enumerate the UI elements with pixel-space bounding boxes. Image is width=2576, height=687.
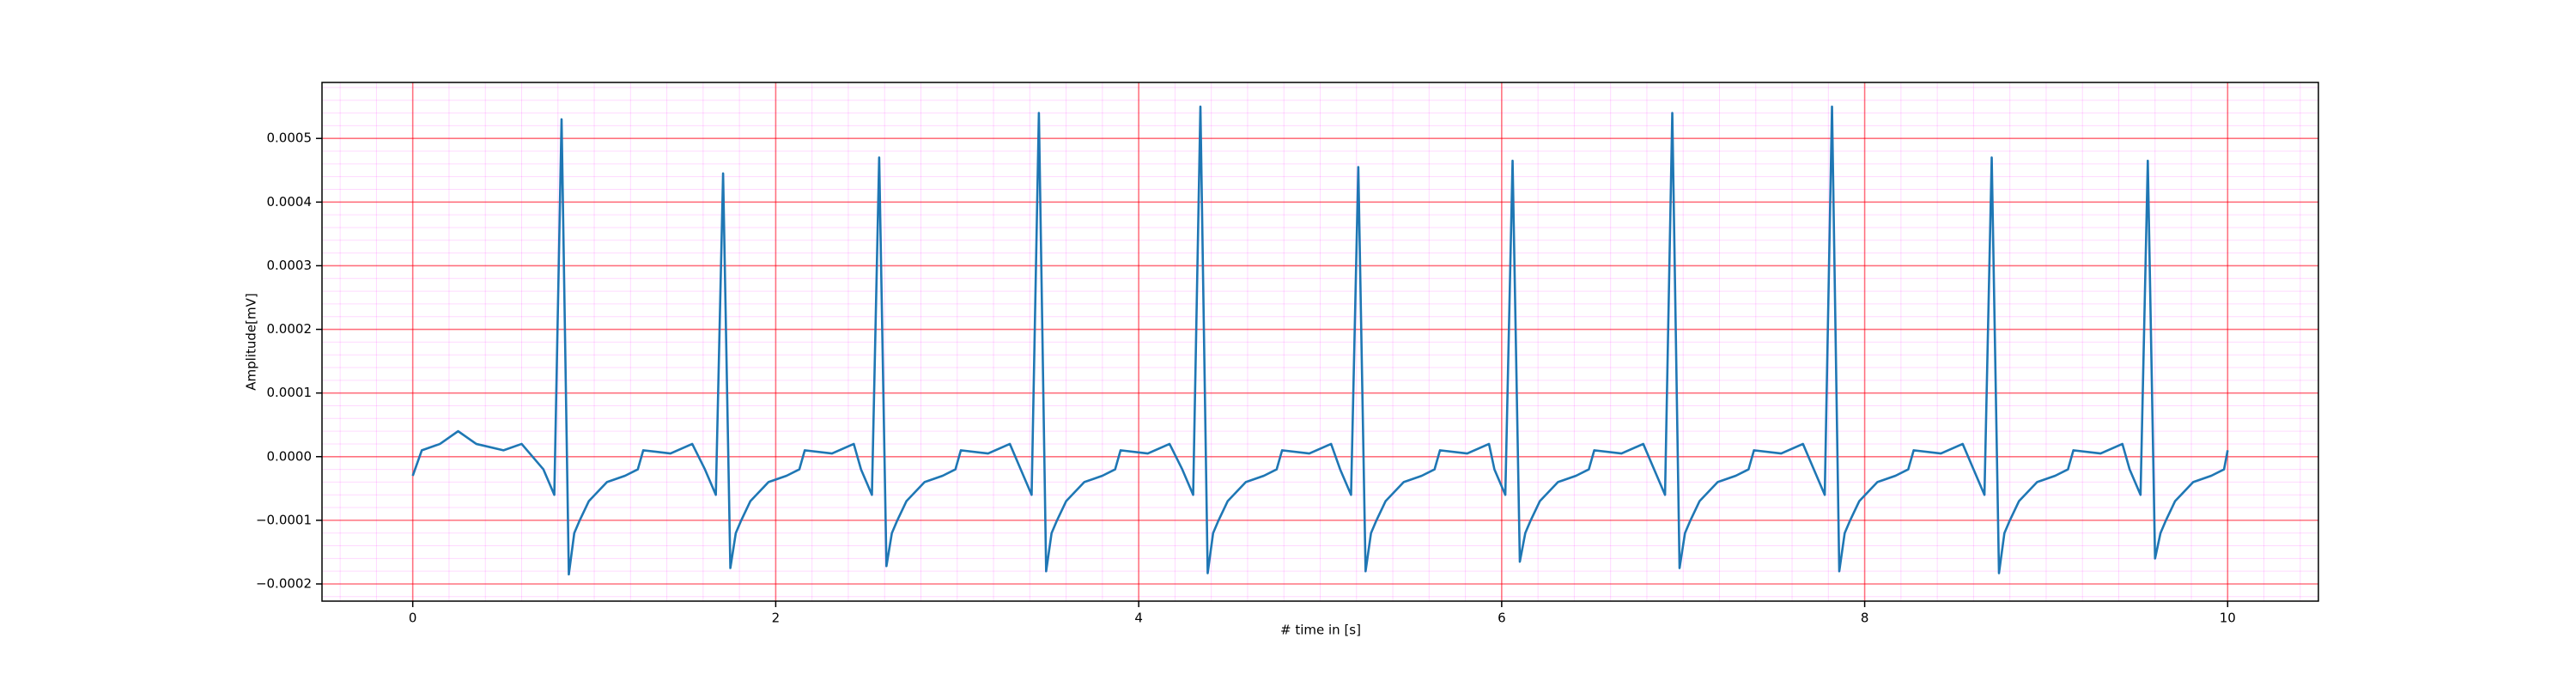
y-tick-label: −0.0001 (256, 512, 312, 527)
y-tick-label: 0.0002 (267, 321, 313, 337)
y-tick-label: −0.0002 (256, 575, 312, 591)
axes-frame (321, 82, 2319, 602)
x-tick-label: 8 (1861, 611, 1869, 626)
x-tick-label: 0 (409, 611, 417, 626)
y-tick-label: 0.0005 (267, 131, 313, 146)
y-tick-label: 0.0000 (267, 448, 313, 464)
x-tick-label: 4 (1134, 611, 1143, 626)
y-tick-label: 0.0001 (267, 385, 313, 400)
x-tick-label: 6 (1498, 611, 1506, 626)
ecg-line (411, 105, 2229, 576)
y-tick-label: 0.0003 (267, 258, 313, 273)
y-axis-label: Amplitude[mV] (244, 293, 259, 390)
x-tick-label: 2 (772, 611, 781, 626)
x-tick-label: 10 (2220, 611, 2236, 626)
y-tick-label: 0.0004 (267, 194, 313, 210)
x-axis-label: # time in [s] (1280, 623, 1361, 638)
